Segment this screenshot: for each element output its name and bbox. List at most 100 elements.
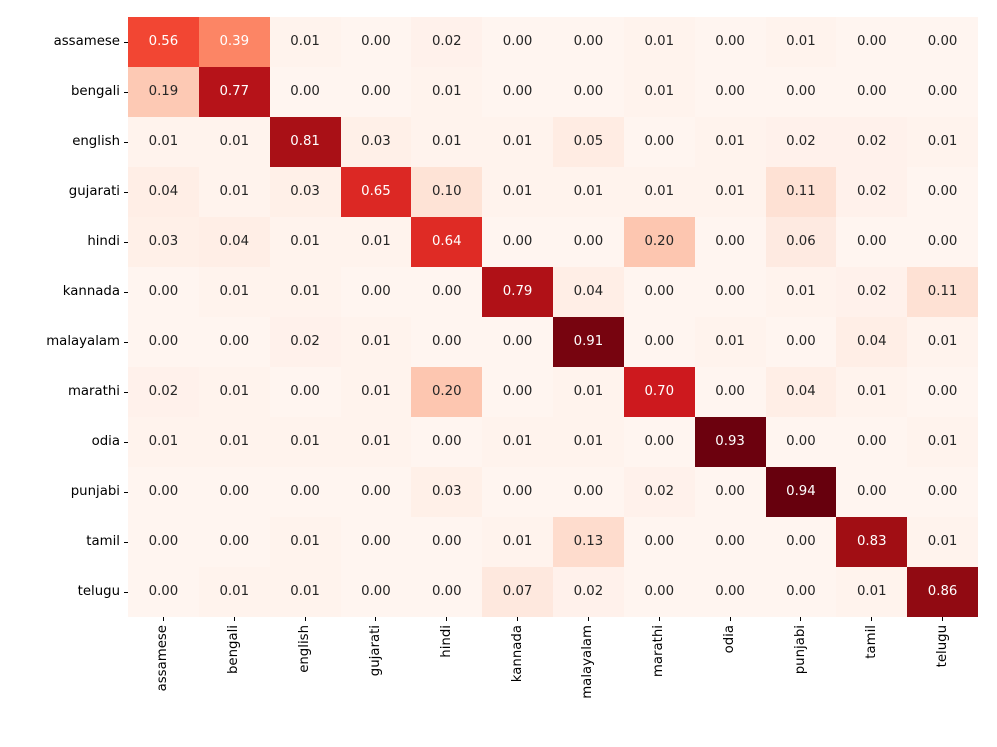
x-tick-mark [517, 617, 519, 621]
heatmap-cell-gujarati-assamese: 0.04 [128, 167, 199, 217]
y-tick-label-odia: odia [91, 434, 120, 449]
heatmap-cell-assamese-kannada: 0.00 [482, 17, 553, 67]
heatmap-cell-hindi-bengali: 0.04 [198, 217, 270, 267]
heatmap-cell-assamese-telugu: 0.00 [907, 17, 978, 67]
x-tick-mark [871, 617, 873, 621]
heatmap-cell-tamil-odia: 0.00 [694, 517, 766, 567]
x-tick-mark [304, 617, 306, 621]
heatmap-cell-telugu-assamese: 0.00 [128, 567, 199, 617]
heatmap-cell-assamese-punjabi: 0.01 [765, 17, 837, 67]
heatmap-cell-odia-tamil: 0.00 [836, 417, 908, 467]
heatmap-cell-bengali-hindi: 0.01 [411, 67, 483, 117]
heatmap-cell-tamil-malayalam: 0.13 [553, 517, 624, 567]
heatmap-cell-tamil-bengali: 0.00 [198, 517, 270, 567]
heatmap-cell-marathi-odia: 0.00 [694, 367, 766, 417]
heatmap-cell-bengali-kannada: 0.00 [482, 67, 553, 117]
y-tick-mark [124, 241, 128, 243]
heatmap-cell-kannada-bengali: 0.01 [198, 267, 270, 317]
heatmap-cell-bengali-telugu: 0.00 [907, 67, 978, 117]
heatmap-cell-bengali-punjabi: 0.00 [765, 67, 837, 117]
heatmap-cell-malayalam-bengali: 0.00 [198, 317, 270, 367]
heatmap-cell-telugu-english: 0.01 [269, 567, 341, 617]
heatmap-cell-odia-english: 0.01 [269, 417, 341, 467]
heatmap-cell-marathi-gujarati: 0.01 [340, 367, 412, 417]
x-tick-mark [587, 617, 589, 621]
y-tick-mark [124, 441, 128, 443]
heatmap-cell-bengali-tamil: 0.00 [836, 67, 908, 117]
y-tick-label-gujarati: gujarati [68, 184, 120, 199]
heatmap-cell-telugu-gujarati: 0.00 [340, 567, 412, 617]
y-tick-mark [124, 291, 128, 293]
heatmap-cell-english-gujarati: 0.03 [340, 117, 412, 167]
heatmap-cell-odia-bengali: 0.01 [198, 417, 270, 467]
heatmap-cell-hindi-hindi: 0.64 [411, 217, 483, 267]
x-tick-mark [729, 617, 731, 621]
y-tick-label-punjabi: punjabi [70, 484, 120, 499]
heatmap-cell-telugu-tamil: 0.01 [836, 567, 908, 617]
heatmap-cell-assamese-english: 0.01 [269, 17, 341, 67]
x-tick-mark [446, 617, 448, 621]
heatmap-cell-assamese-marathi: 0.01 [623, 17, 695, 67]
heatmap-cell-tamil-punjabi: 0.00 [765, 517, 837, 567]
heatmap-cell-telugu-punjabi: 0.00 [765, 567, 837, 617]
heatmap-cell-malayalam-hindi: 0.00 [411, 317, 483, 367]
heatmap-cell-punjabi-tamil: 0.00 [836, 467, 908, 517]
heatmap-cell-assamese-assamese: 0.56 [128, 17, 199, 67]
heatmap-cell-punjabi-kannada: 0.00 [482, 467, 553, 517]
heatmap-cell-kannada-punjabi: 0.01 [765, 267, 837, 317]
heatmap-cell-english-english: 0.81 [269, 117, 341, 167]
heatmap-cell-tamil-english: 0.01 [269, 517, 341, 567]
heatmap-cell-odia-assamese: 0.01 [128, 417, 199, 467]
heatmap-cell-punjabi-telugu: 0.00 [907, 467, 978, 517]
heatmap-cell-malayalam-punjabi: 0.00 [765, 317, 837, 367]
heatmap-cell-punjabi-punjabi: 0.94 [765, 467, 837, 517]
heatmap-cell-english-odia: 0.01 [694, 117, 766, 167]
heatmap-cell-marathi-bengali: 0.01 [198, 367, 270, 417]
heatmap-cell-odia-malayalam: 0.01 [553, 417, 624, 467]
heatmap-cell-malayalam-malayalam: 0.91 [553, 317, 624, 367]
y-tick-mark [124, 491, 128, 493]
y-tick-label-kannada: kannada [62, 284, 120, 299]
heatmap-cell-kannada-assamese: 0.00 [128, 267, 199, 317]
heatmap-cell-punjabi-malayalam: 0.00 [553, 467, 624, 517]
y-tick-mark [124, 341, 128, 343]
x-tick-mark [658, 617, 660, 621]
heatmap-cell-marathi-punjabi: 0.04 [765, 367, 837, 417]
y-tick-mark [124, 591, 128, 593]
heatmap-cell-english-hindi: 0.01 [411, 117, 483, 167]
heatmap-cell-english-tamil: 0.02 [836, 117, 908, 167]
x-tick-mark [375, 617, 377, 621]
heatmap-cell-malayalam-kannada: 0.00 [482, 317, 553, 367]
heatmap-cell-telugu-odia: 0.00 [694, 567, 766, 617]
heatmap-cell-gujarati-hindi: 0.10 [411, 167, 483, 217]
x-tick-mark [800, 617, 802, 621]
x-tick-label-kannada: kannada [509, 625, 525, 683]
heatmap-cell-odia-marathi: 0.00 [623, 417, 695, 467]
heatmap-cell-gujarati-kannada: 0.01 [482, 167, 553, 217]
y-tick-label-bengali: bengali [70, 84, 120, 99]
heatmap-cell-assamese-odia: 0.00 [694, 17, 766, 67]
heatmap-cell-english-assamese: 0.01 [128, 117, 199, 167]
y-tick-mark [124, 91, 128, 93]
heatmap-cell-malayalam-marathi: 0.00 [623, 317, 695, 367]
heatmap-cell-hindi-punjabi: 0.06 [765, 217, 837, 267]
y-tick-label-marathi: marathi [67, 384, 120, 399]
heatmap-cell-marathi-assamese: 0.02 [128, 367, 199, 417]
x-tick-mark [942, 617, 944, 621]
heatmap-cell-tamil-tamil: 0.83 [836, 517, 908, 567]
heatmap-cell-punjabi-gujarati: 0.00 [340, 467, 412, 517]
heatmap-cell-hindi-kannada: 0.00 [482, 217, 553, 267]
heatmap-cell-malayalam-gujarati: 0.01 [340, 317, 412, 367]
heatmap-cell-bengali-malayalam: 0.00 [553, 67, 624, 117]
y-tick-mark [124, 541, 128, 543]
heatmap-cell-bengali-gujarati: 0.00 [340, 67, 412, 117]
heatmap-cell-kannada-odia: 0.00 [694, 267, 766, 317]
x-tick-label-telugu: telugu [934, 625, 950, 668]
heatmap-cell-telugu-kannada: 0.07 [482, 567, 553, 617]
x-tick-mark [162, 617, 164, 621]
heatmap-cell-telugu-bengali: 0.01 [198, 567, 270, 617]
heatmap-cell-punjabi-marathi: 0.02 [623, 467, 695, 517]
heatmap-cell-punjabi-hindi: 0.03 [411, 467, 483, 517]
heatmap-cell-malayalam-telugu: 0.01 [907, 317, 978, 367]
heatmap-cell-odia-odia: 0.93 [694, 417, 766, 467]
